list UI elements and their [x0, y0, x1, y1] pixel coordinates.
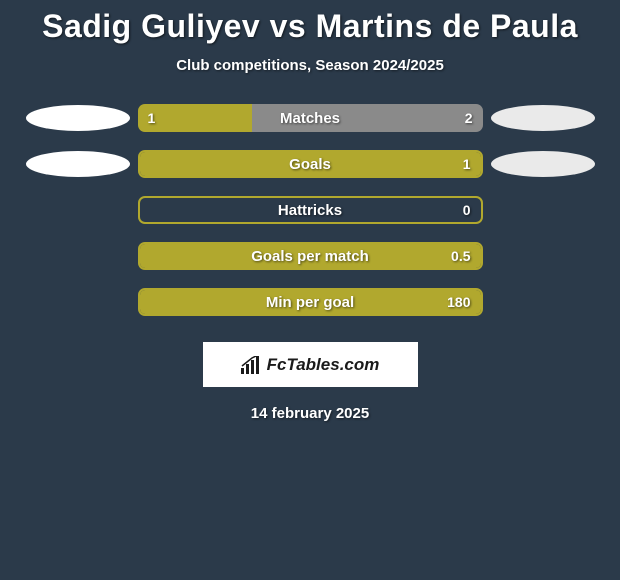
- avatar-slot-right: [483, 105, 603, 131]
- stat-bar: Min per goal180: [138, 288, 483, 316]
- stat-bar: Hattricks0: [138, 196, 483, 224]
- stat-row: Hattricks0: [18, 196, 603, 224]
- date-text: 14 february 2025: [251, 405, 369, 422]
- stats-rows: Matches12Goals1Hattricks0Goals per match…: [18, 104, 603, 334]
- page-subtitle: Club competitions, Season 2024/2025: [176, 57, 444, 74]
- stat-row: Goals1: [18, 150, 603, 178]
- stat-bar: Matches1 2: [138, 104, 483, 132]
- stat-label: Hattricks: [140, 198, 481, 222]
- player-avatar-left: [26, 105, 130, 131]
- brand-badge: FcTables.com: [203, 342, 418, 387]
- brand-text: FcTables.com: [267, 355, 380, 375]
- stat-value-right: 0: [463, 198, 471, 222]
- player-avatar-left: [26, 151, 130, 177]
- stat-label: Matches: [138, 104, 483, 132]
- avatar-slot-left: [18, 151, 138, 177]
- stat-value-right: 180: [447, 290, 470, 314]
- avatar-slot-right: [483, 151, 603, 177]
- chart-icon: [241, 356, 263, 374]
- stat-value-right: 1: [463, 152, 471, 176]
- comparison-infographic: Sadig Guliyev vs Martins de Paula Club c…: [0, 0, 620, 422]
- avatar-slot-left: [18, 105, 138, 131]
- stat-row: Min per goal180: [18, 288, 603, 316]
- page-title: Sadig Guliyev vs Martins de Paula: [42, 8, 578, 45]
- stat-label: Goals per match: [140, 244, 481, 268]
- stat-label: Min per goal: [140, 290, 481, 314]
- stat-value-left: 1: [148, 104, 156, 132]
- stat-row: Matches1 2: [18, 104, 603, 132]
- stat-value-right: 2: [465, 104, 473, 132]
- stat-bar: Goals per match0.5: [138, 242, 483, 270]
- stat-row: Goals per match0.5: [18, 242, 603, 270]
- stat-value-right: 0.5: [451, 244, 470, 268]
- player-avatar-right: [491, 105, 595, 131]
- stat-bar: Goals1: [138, 150, 483, 178]
- player-avatar-right: [491, 151, 595, 177]
- stat-label: Goals: [140, 152, 481, 176]
